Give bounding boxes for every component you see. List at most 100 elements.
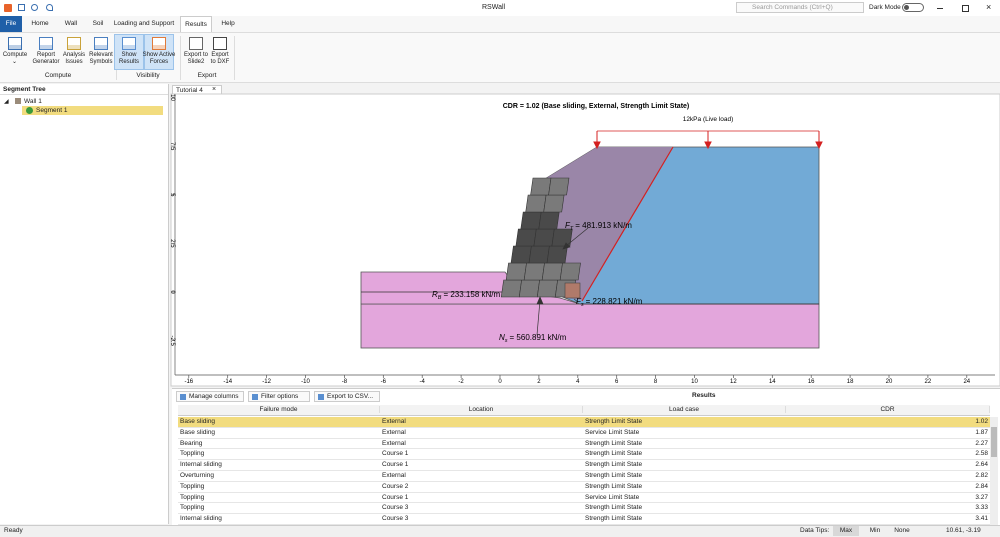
button-label[interactable]: to DXF xyxy=(210,59,230,65)
quick-new[interactable] xyxy=(18,4,25,11)
column-header[interactable]: Failure mode xyxy=(178,406,380,413)
document-tab[interactable]: Tutorial 4 × xyxy=(172,85,222,95)
x-tick-label: 12 xyxy=(730,379,737,385)
button-label[interactable]: Issues xyxy=(65,59,83,65)
x-tick-label: 24 xyxy=(963,379,970,385)
x-tick-label: 20 xyxy=(886,379,893,385)
x-tick-label: -12 xyxy=(262,379,271,385)
cursor-coordinates: 10.61, -3.19 xyxy=(946,527,981,534)
tree-expander[interactable]: ◢ xyxy=(4,99,9,105)
table-row[interactable] xyxy=(178,460,990,471)
menu-tab[interactable]: Results xyxy=(180,16,212,32)
foundation-soil xyxy=(360,303,820,349)
menu-tab[interactable]: Wall xyxy=(64,20,78,27)
failure-wedge xyxy=(540,147,673,300)
maximize-button[interactable] xyxy=(962,5,969,12)
button-label[interactable]: Forces xyxy=(149,59,169,65)
toolbar-label[interactable]: Manage columns xyxy=(189,393,239,400)
leveling-pad xyxy=(564,282,581,299)
wall-block xyxy=(559,262,581,281)
data-tips-option[interactable]: Min xyxy=(869,527,881,534)
button-label[interactable]: Symbols xyxy=(89,59,113,65)
menu-tab[interactable]: File xyxy=(0,16,22,32)
table-cell: Internal sliding xyxy=(180,515,222,523)
tree-item-selected[interactable]: Segment 1 xyxy=(22,106,163,115)
menu-tab[interactable]: Home xyxy=(31,20,49,27)
toolbar-button[interactable]: Export to CSV... xyxy=(314,391,380,402)
data-tips-option[interactable]: Max xyxy=(833,526,859,536)
table-row[interactable] xyxy=(178,471,990,482)
toolbar-label[interactable]: Filter options xyxy=(261,393,299,400)
toolbar-button[interactable]: Manage columns xyxy=(176,391,244,402)
table-row[interactable] xyxy=(178,482,990,493)
wall-block xyxy=(528,245,550,264)
y-tick-label: 2.5 xyxy=(169,239,175,248)
y-tick-label: 0 xyxy=(169,290,175,294)
scrollbar[interactable] xyxy=(990,417,998,525)
table-cell: Strength Limit State xyxy=(585,461,643,469)
column-header[interactable]: CDR xyxy=(786,406,990,413)
table-row[interactable] xyxy=(178,428,990,439)
x-tick-label: 4 xyxy=(576,379,580,385)
force-value: = 233.158 kN/m xyxy=(443,290,500,299)
table-row[interactable] xyxy=(178,417,990,428)
column-header[interactable]: Location xyxy=(380,406,583,413)
button-label[interactable]: Slide2 xyxy=(187,59,205,65)
table-row[interactable] xyxy=(178,503,990,515)
button-label[interactable]: Compute xyxy=(2,52,28,58)
button-label[interactable]: Generator xyxy=(32,59,60,65)
status-text: Ready xyxy=(4,527,23,534)
wall-block xyxy=(520,211,542,230)
table-cell: Course 2 xyxy=(382,482,409,490)
table-row[interactable] xyxy=(178,514,990,525)
ribbon-button[interactable] xyxy=(114,34,144,70)
button-label[interactable]: Show Active xyxy=(142,52,176,58)
button-label[interactable]: Export to xyxy=(183,52,208,58)
button-label[interactable]: Report xyxy=(36,52,55,58)
toolbar-button[interactable]: Filter options xyxy=(248,391,310,402)
button-label[interactable]: Export xyxy=(211,52,229,58)
y-tick-label: -2.5 xyxy=(169,335,175,346)
table-cell: Course 3 xyxy=(382,504,409,512)
table-cell: Strength Limit State xyxy=(585,472,643,479)
dark-mode-toggle[interactable] xyxy=(902,3,924,12)
toolbar-label[interactable]: Export to CSV... xyxy=(327,393,374,400)
table-cell: Toppling xyxy=(180,504,205,512)
minimize-button[interactable] xyxy=(937,8,943,9)
table-row[interactable] xyxy=(178,449,990,461)
button-label[interactable]: Results xyxy=(118,59,139,65)
button-label[interactable]: Show xyxy=(121,52,137,58)
panel-title: Segment Tree xyxy=(3,86,46,93)
table-cell: Strength Limit State xyxy=(585,504,643,512)
quick-open[interactable] xyxy=(31,4,38,11)
document-tab-label: Tutorial 4 xyxy=(176,87,203,94)
tree-item-wall[interactable]: Wall 1 xyxy=(24,98,42,105)
command-search[interactable]: Search Commands (Ctrl+Q) xyxy=(736,2,864,13)
force-label: Ns = 560.891 kN/m xyxy=(499,333,567,344)
button-label[interactable]: Analysis xyxy=(62,52,86,58)
segment-tree-panel: Segment Tree ◢ Wall 1 Segment 1 xyxy=(0,84,169,524)
dropdown-chevron[interactable]: ⌄ xyxy=(12,59,18,65)
table-cell: Course 1 xyxy=(382,493,409,501)
button-label[interactable]: Relevant xyxy=(89,52,113,58)
drawing-title: CDR = 1.02 (Base sliding, External, Stre… xyxy=(503,103,690,110)
force-value: = 560.891 kN/m xyxy=(510,333,567,342)
table-row[interactable] xyxy=(178,439,990,450)
menu-tab[interactable]: Loading and Support xyxy=(113,20,175,27)
table-cell: 2.27 xyxy=(975,439,988,447)
table-cell: Base sliding xyxy=(180,418,216,425)
menu-tab[interactable]: Help xyxy=(221,20,235,27)
data-tips-option[interactable]: None xyxy=(894,527,910,534)
menu-tab[interactable]: Soil xyxy=(92,20,104,27)
tab-close[interactable]: × xyxy=(212,86,217,93)
x-tick-label: 16 xyxy=(808,379,815,385)
tree-item-segment[interactable]: Segment 1 xyxy=(36,107,68,114)
table-row[interactable] xyxy=(178,493,990,504)
y-tick-label: 10 xyxy=(169,94,175,101)
quick-undo[interactable] xyxy=(46,4,53,11)
wall-block xyxy=(536,279,558,298)
column-header[interactable]: Load case xyxy=(583,406,786,413)
table-cell: 2.82 xyxy=(975,472,988,479)
toolbar-icon xyxy=(180,394,186,400)
close-button[interactable]: × xyxy=(986,2,992,12)
